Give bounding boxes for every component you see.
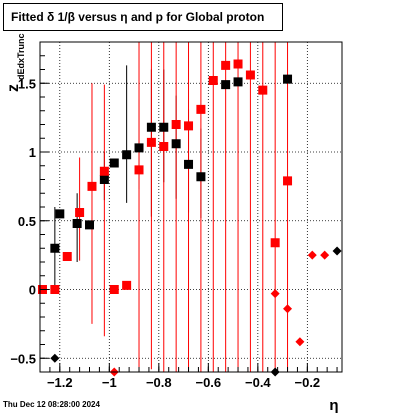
data-point	[233, 77, 243, 87]
data-point	[184, 121, 194, 131]
data-point	[109, 158, 119, 168]
y-tick-label: −0.5	[10, 351, 36, 366]
timestamp: Thu Dec 12 08:28:00 2024	[3, 400, 100, 409]
plot-frame	[39, 41, 343, 373]
x-axis-label: η	[329, 397, 338, 414]
data-point	[233, 59, 243, 69]
data-point	[171, 120, 181, 129]
data-point	[122, 150, 132, 160]
y-tick-label: 1.5	[18, 76, 36, 91]
data-point	[62, 252, 72, 261]
data-point	[258, 85, 268, 95]
y-axis-label-subscript: dEdxTrunc	[16, 33, 26, 80]
data-point	[85, 220, 95, 230]
data-point	[270, 238, 280, 248]
data-point	[134, 143, 144, 153]
x-tick-label: −0.2	[295, 375, 321, 390]
data-point	[184, 159, 194, 169]
data-point	[134, 165, 144, 175]
data-point	[75, 208, 85, 217]
data-point	[208, 76, 218, 85]
y-axis-label: z	[5, 84, 22, 92]
data-point	[55, 209, 65, 219]
grid	[40, 42, 342, 372]
data-point	[320, 250, 330, 260]
y-tick-label: 0.5	[18, 214, 36, 229]
data-point	[99, 166, 109, 176]
data-markers	[37, 59, 342, 377]
axes: −1.2 −1 −0.8 −0.6 −0.4 −0.2 −0.5 0 0.5 1 1.5	[10, 41, 338, 390]
y-tick-label: 1	[29, 145, 36, 160]
data-point	[87, 181, 97, 191]
data-point	[221, 80, 231, 90]
error-bars	[54, 42, 289, 372]
data-point	[270, 289, 280, 299]
data-point	[221, 60, 231, 70]
data-point	[283, 304, 293, 314]
data-point	[109, 285, 119, 294]
data-point	[196, 104, 206, 114]
x-tick-label: −1	[102, 375, 117, 390]
data-point	[50, 243, 60, 253]
data-point	[146, 122, 156, 132]
x-tick-label: −0.8	[146, 375, 172, 390]
x-tick-label: −1.2	[47, 375, 73, 390]
chart-title: Fitted δ 1/β versus η and p for Global p…	[3, 3, 283, 31]
data-point	[50, 285, 60, 294]
data-point	[159, 142, 169, 151]
data-point	[146, 137, 156, 147]
data-point	[196, 172, 206, 182]
data-point	[283, 176, 293, 186]
data-point	[171, 139, 181, 149]
y-tick-label: 0	[29, 283, 36, 298]
data-point	[159, 122, 169, 132]
data-point	[295, 337, 305, 347]
data-point	[283, 74, 293, 84]
data-point	[99, 175, 109, 184]
data-point	[332, 246, 342, 256]
data-point	[307, 250, 317, 260]
data-point	[122, 280, 132, 290]
data-point	[72, 219, 82, 228]
data-point	[245, 70, 255, 80]
data-point	[50, 353, 60, 363]
x-tick-label: −0.4	[245, 375, 271, 390]
x-tick-label: −0.6	[195, 375, 221, 390]
